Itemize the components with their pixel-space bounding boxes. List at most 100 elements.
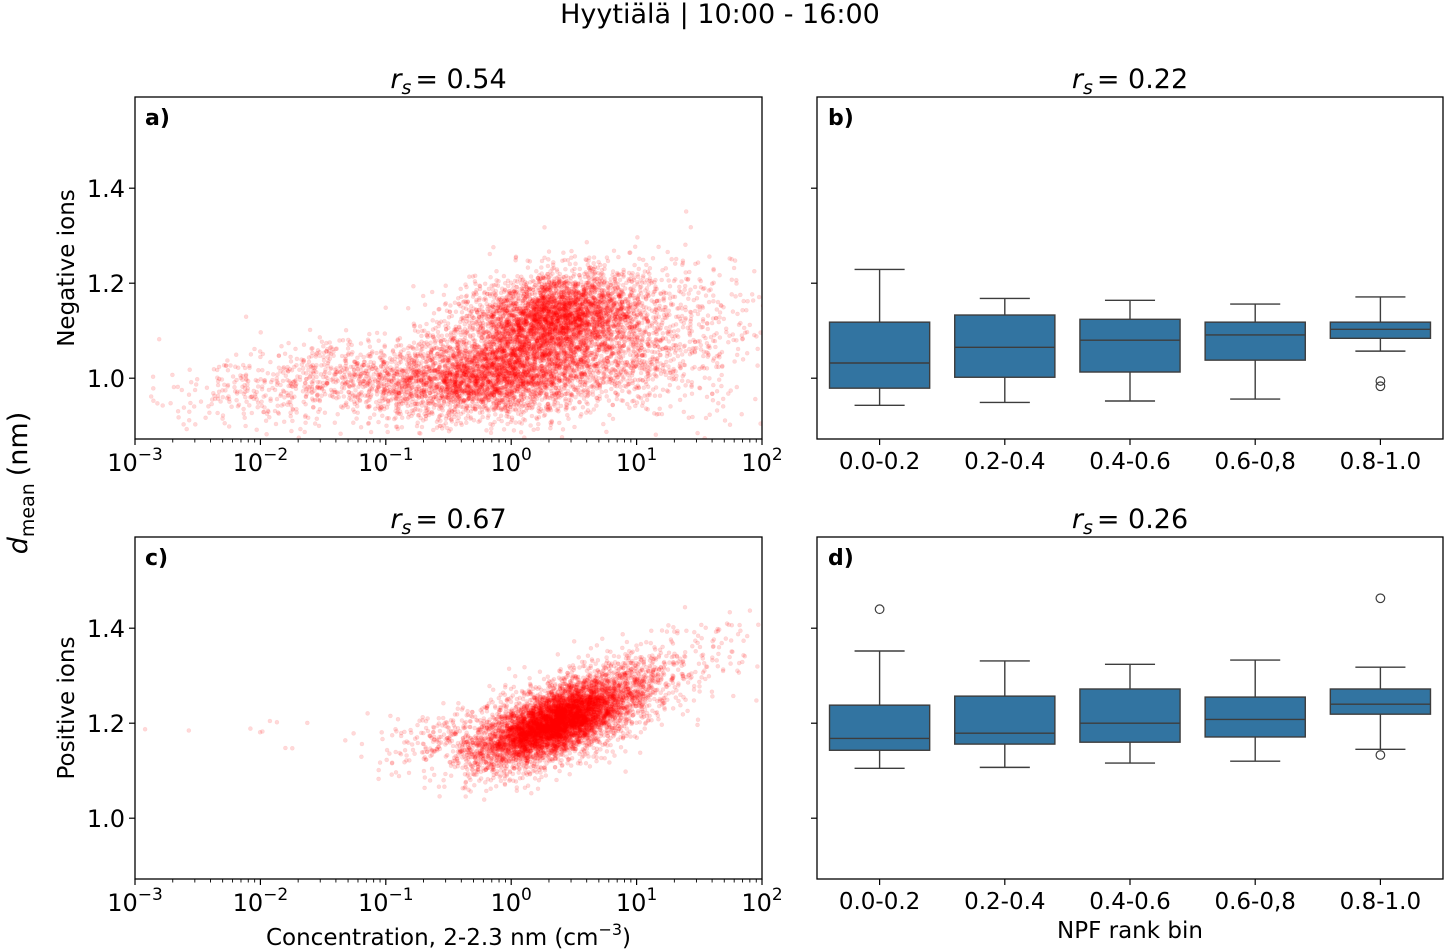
- scatter-point: [643, 262, 649, 268]
- scatter-point: [423, 413, 429, 419]
- scatter-point: [420, 399, 426, 404]
- scatter-point: [461, 364, 467, 369]
- scatter-point: [439, 384, 445, 390]
- scatter-point: [646, 271, 652, 277]
- title-symbol: r: [390, 64, 403, 95]
- scatter-point: [362, 379, 367, 385]
- scatter-point: [479, 381, 485, 387]
- scatter-point: [418, 408, 423, 413]
- scatter-point: [406, 364, 411, 369]
- scatter-point: [410, 411, 416, 416]
- scatter-point: [516, 398, 522, 404]
- scatter-point: [450, 363, 456, 368]
- scatter-point: [408, 356, 414, 361]
- scatter-point: [473, 406, 478, 412]
- scatter-point: [527, 259, 533, 264]
- scatter-point: [535, 426, 541, 432]
- scatter-point: [316, 423, 322, 429]
- scatter-point: [444, 391, 449, 397]
- shared-ylabel: dmean(nm): [3, 412, 39, 555]
- scatter-point: [591, 255, 597, 260]
- scatter-point: [554, 407, 560, 413]
- scatter-point: [489, 366, 494, 371]
- scatter-point: [385, 429, 391, 435]
- scatter-point: [406, 411, 412, 417]
- scatter-point: [535, 421, 541, 427]
- scatter-point: [443, 420, 449, 426]
- scatter-point: [474, 378, 479, 383]
- scatter-point: [515, 346, 520, 352]
- scatter-point: [534, 384, 539, 390]
- scatter-point: [611, 248, 617, 254]
- scatter-point: [434, 419, 440, 425]
- scatter-point: [312, 421, 318, 426]
- scatter-point: [473, 383, 478, 388]
- scatter-point: [500, 406, 506, 412]
- shared-ylabel-symbol: d: [3, 536, 34, 554]
- scatter-point: [420, 293, 426, 299]
- scatter-point: [525, 265, 531, 270]
- scatter-point: [371, 412, 377, 417]
- scatter-point: [471, 359, 477, 365]
- scatter-point: [445, 365, 451, 371]
- scatter-point: [482, 281, 488, 287]
- scatter-point: [493, 387, 499, 393]
- scatter-point: [480, 401, 486, 406]
- scatter-point: [488, 430, 494, 436]
- scatter-point: [520, 371, 526, 376]
- scatter-point: [457, 374, 463, 380]
- scatter-point: [456, 403, 461, 408]
- scatter-point: [552, 361, 558, 367]
- scatter-point: [505, 278, 511, 284]
- scatter-point: [477, 418, 483, 423]
- scatter-point: [493, 364, 499, 370]
- scatter-point: [467, 386, 473, 392]
- scatter-point: [528, 423, 533, 428]
- scatter-point: [501, 354, 507, 359]
- scatter-point: [682, 287, 688, 293]
- scatter-point: [475, 378, 481, 384]
- scatter-point: [502, 377, 508, 383]
- scatter-point: [493, 387, 499, 392]
- scatter-point: [525, 372, 531, 378]
- scatter-point: [463, 406, 469, 411]
- scatter-point: [563, 396, 568, 402]
- scatter-point: [454, 371, 459, 376]
- scatter-point: [399, 424, 405, 430]
- scatter-point: [452, 300, 458, 306]
- scatter-point: [519, 404, 524, 410]
- scatter-point: [454, 370, 460, 376]
- scatter-point: [412, 372, 417, 377]
- scatter-point: [561, 366, 567, 372]
- scatter-point: [488, 378, 493, 384]
- scatter-point: [480, 391, 486, 397]
- scatter-point: [338, 365, 344, 370]
- scatter-point: [488, 274, 493, 280]
- scatter-point: [512, 399, 517, 405]
- scatter-point: [560, 427, 566, 432]
- scatter-point: [585, 401, 590, 407]
- scatter-point: [490, 372, 495, 378]
- scatter-point: [419, 333, 424, 339]
- scatter-point: [419, 385, 425, 391]
- scatter-point: [640, 257, 646, 263]
- scatter-point: [510, 359, 515, 365]
- scatter-point: [511, 348, 517, 354]
- scatter-point: [558, 384, 564, 390]
- scatter-point: [421, 389, 427, 395]
- scatter-point: [495, 376, 501, 382]
- scatter-point: [344, 367, 350, 372]
- scatter-point: [504, 404, 509, 410]
- scatter-point: [439, 426, 445, 431]
- scatter-point: [536, 380, 542, 386]
- scatter-point: [485, 361, 491, 367]
- scatter-point: [409, 393, 415, 399]
- scatter-point: [460, 368, 466, 374]
- scatter-point: [458, 399, 464, 404]
- scatter-point: [524, 405, 530, 411]
- scatter-point: [500, 385, 506, 391]
- scatter-point: [503, 288, 508, 293]
- scatter-point: [532, 349, 538, 355]
- scatter-point: [465, 357, 471, 363]
